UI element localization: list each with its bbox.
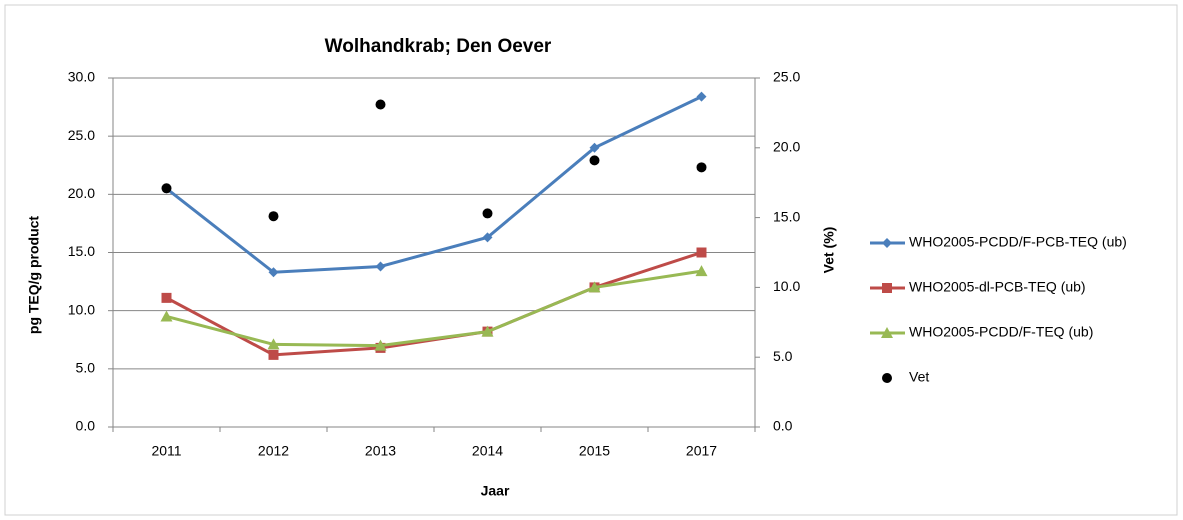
chart-border — [4, 4, 1178, 516]
legend-marker — [882, 238, 892, 248]
series-line — [166, 269, 702, 348]
marker — [268, 349, 279, 360]
marker — [589, 155, 600, 166]
y2-tick-label: 0.0 — [773, 418, 793, 434]
marker — [268, 211, 279, 222]
y2-tick-label: 10.0 — [773, 278, 800, 294]
marker — [482, 232, 493, 243]
y2-axis-label: Vet (%) — [821, 227, 837, 274]
y-tick-label: 5.0 — [76, 360, 96, 376]
y2-tick-label: 15.0 — [773, 208, 800, 224]
legend-marker — [881, 327, 893, 338]
x-tick-label: 2011 — [151, 443, 181, 459]
y2-tick-label: 5.0 — [773, 348, 793, 364]
marker — [482, 208, 493, 219]
y-tick-label: 25.0 — [68, 127, 95, 143]
y2-tick-label: 20.0 — [773, 139, 800, 155]
x-axis-label: Jaar — [481, 483, 510, 499]
marker — [374, 339, 387, 351]
marker — [696, 162, 707, 173]
y-axis-label: pg TEQ/g product — [26, 216, 42, 335]
y-tick-label: 30.0 — [68, 69, 95, 85]
series-line — [165, 95, 703, 274]
y-tick-label: 10.0 — [68, 301, 95, 317]
marker — [160, 310, 173, 322]
marker — [375, 261, 386, 272]
legend-label: Vet — [909, 369, 929, 385]
legend-label: WHO2005-dl-PCB-TEQ (ub) — [909, 279, 1086, 295]
marker — [695, 265, 708, 277]
y2-tick-label: 25.0 — [773, 69, 800, 85]
marker — [696, 91, 707, 102]
x-tick-label: 2012 — [258, 443, 289, 459]
y-tick-label: 20.0 — [68, 185, 95, 201]
marker — [161, 183, 172, 194]
x-tick-label: 2015 — [579, 443, 610, 459]
y-tick-label: 0.0 — [76, 418, 96, 434]
y-tick-label: 15.0 — [68, 243, 95, 259]
marker — [161, 292, 172, 303]
marker — [696, 247, 707, 258]
legend-label: WHO2005-PCDD/F-PCB-TEQ (ub) — [909, 234, 1127, 250]
marker — [267, 338, 280, 350]
marker — [375, 99, 386, 110]
legend-label: WHO2005-PCDD/F-TEQ (ub) — [909, 324, 1093, 340]
legend-marker — [882, 283, 892, 293]
marker — [481, 325, 494, 337]
x-tick-label: 2014 — [472, 443, 503, 459]
marker — [589, 142, 600, 153]
chart-title: Wolhandkrab; Den Oever — [325, 36, 552, 57]
marker — [588, 281, 601, 293]
legend-marker — [882, 373, 892, 383]
marker — [268, 267, 279, 278]
x-tick-label: 2017 — [686, 443, 717, 459]
x-tick-label: 2013 — [365, 443, 396, 459]
